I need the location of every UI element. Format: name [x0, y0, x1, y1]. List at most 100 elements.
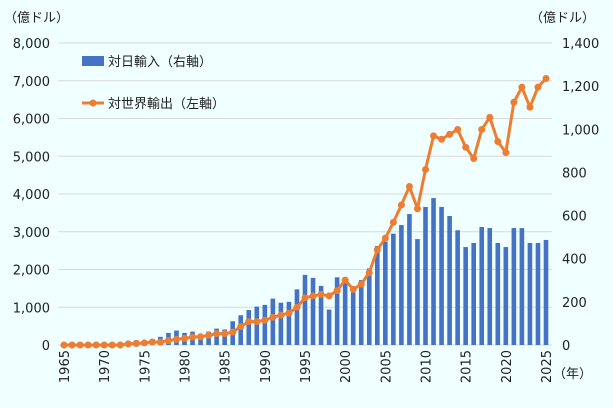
x-tick-label: 1985 — [219, 350, 234, 383]
line-point — [197, 333, 205, 341]
bar — [254, 306, 260, 345]
bar — [310, 277, 316, 345]
bar — [423, 206, 428, 345]
left-tick-label: 4,000 — [13, 188, 50, 203]
line-point — [285, 309, 293, 317]
bar — [375, 245, 380, 345]
legend-line-marker — [89, 99, 97, 107]
bar — [399, 225, 404, 345]
bar — [415, 239, 420, 345]
line-point — [221, 330, 229, 338]
bar — [366, 268, 372, 345]
line-point — [518, 83, 526, 91]
line-point — [309, 292, 317, 300]
left-tick-label: 2,000 — [13, 264, 50, 279]
left-axis-ticks: 0 1,000 2,000 3,000 4,000 5,000 6,000 7,000 8,00… — [13, 37, 50, 354]
x-axis-unit: （年） — [553, 367, 592, 382]
bar — [471, 242, 476, 345]
line-point — [422, 165, 429, 173]
line-point — [526, 103, 534, 111]
line-point — [164, 336, 172, 344]
bar — [383, 241, 388, 345]
bar — [447, 216, 452, 345]
bar — [487, 228, 493, 345]
line-point — [502, 148, 510, 156]
line-point — [213, 330, 221, 338]
line-point — [245, 318, 253, 326]
right-tick-label: 600 — [562, 210, 587, 225]
line-point — [494, 138, 502, 146]
bar — [326, 309, 332, 345]
line-point — [148, 338, 156, 346]
line-point — [542, 74, 550, 82]
x-tick-label: 2005 — [379, 350, 394, 383]
right-tick-label: 1,200 — [562, 80, 599, 95]
x-tick-label: 2010 — [420, 350, 435, 383]
x-tick-label: 1965 — [58, 350, 73, 383]
line-point — [413, 205, 421, 213]
left-tick-label: 1,000 — [13, 301, 50, 316]
bar — [495, 242, 501, 345]
x-tick-label: 1980 — [179, 350, 194, 383]
bar — [439, 206, 444, 345]
line-point — [446, 130, 454, 138]
line-point — [132, 339, 140, 347]
line-series-world-exports — [60, 74, 550, 349]
line-point — [317, 290, 325, 298]
left-tick-label: 0 — [42, 339, 50, 354]
bar — [543, 239, 549, 345]
line-point — [325, 292, 333, 300]
line-point — [253, 318, 261, 326]
bar — [286, 301, 292, 345]
bar — [318, 285, 324, 345]
bar — [463, 247, 468, 345]
legend-bar-label: 対日輸入（右軸） — [108, 55, 212, 70]
line-point — [76, 341, 84, 349]
right-tick-label: 200 — [562, 296, 587, 311]
line-point — [108, 341, 116, 349]
line-point — [341, 276, 349, 284]
line-point — [189, 333, 197, 341]
line-point — [405, 182, 413, 190]
line-point — [229, 328, 237, 336]
bar-series-japan-imports — [61, 198, 549, 345]
line-point — [373, 246, 381, 254]
line-point — [470, 155, 478, 163]
line-point — [462, 143, 470, 151]
bar — [246, 310, 252, 345]
line-point — [172, 335, 180, 343]
line-point — [365, 269, 373, 277]
left-axis-unit: （億ドル） — [4, 10, 69, 26]
gridlines — [58, 42, 552, 346]
line-point — [438, 135, 446, 143]
bar — [350, 292, 356, 345]
x-axis-ticks: 1965 1970 1975 1980 1985 1990 1995 2000 2005 2010… — [58, 350, 555, 383]
line-point — [116, 341, 124, 349]
x-tick-label: 2020 — [500, 350, 515, 383]
line-point — [510, 98, 518, 106]
line-point — [454, 125, 462, 133]
x-tick-label: 1990 — [259, 350, 274, 383]
line-point — [205, 331, 213, 339]
line-point — [486, 113, 494, 121]
line-point — [349, 285, 357, 293]
line-point — [261, 316, 269, 324]
line-point — [381, 234, 389, 242]
bar — [479, 227, 485, 345]
bar — [334, 277, 340, 345]
x-tick-label: 2015 — [460, 350, 475, 383]
legend: 対日輸入（右軸） 対世界輸出（左軸） — [82, 55, 225, 112]
right-tick-label: 1,000 — [562, 123, 599, 138]
bar — [270, 298, 276, 345]
right-tick-label: 0 — [562, 339, 570, 354]
x-tick-label: 2000 — [339, 350, 354, 383]
bar — [455, 230, 460, 345]
right-axis-unit: （億ドル） — [530, 10, 595, 26]
left-tick-label: 7,000 — [13, 75, 50, 90]
left-tick-label: 8,000 — [13, 37, 50, 52]
line-point — [237, 323, 245, 331]
bar — [198, 336, 203, 345]
legend-line-label: 対世界輸出（左軸） — [108, 97, 225, 112]
line-point — [478, 125, 486, 133]
